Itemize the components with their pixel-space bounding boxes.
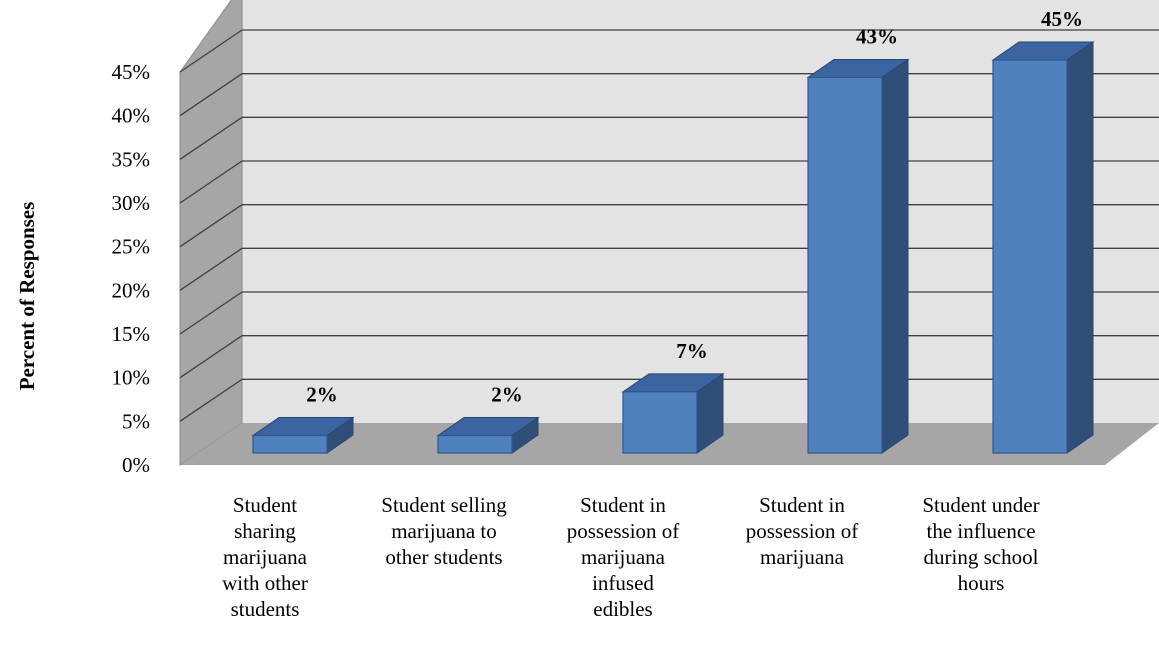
x-category-label-line: possession of	[566, 519, 680, 543]
gridline-side	[179, 291, 243, 335]
side-wall	[179, 0, 243, 466]
x-category-label-line: marijuana	[581, 545, 665, 569]
data-label: 2%	[306, 383, 338, 407]
x-category-label-line: marijuana to	[391, 519, 497, 543]
bar	[807, 76, 883, 454]
x-category-label: Student under the influence during school h…	[896, 492, 1066, 596]
y-tick-label: 40%	[112, 104, 151, 128]
x-category-label-line: infused	[592, 571, 654, 595]
y-tick-label: 20%	[112, 278, 151, 302]
data-label: 7%	[676, 339, 708, 363]
gridline-side	[179, 116, 243, 160]
x-category-label-line: other students	[385, 545, 503, 569]
y-tick-label: 10%	[112, 366, 151, 390]
bar	[252, 434, 328, 454]
back-wall	[242, 0, 1159, 423]
x-category-label-line: Student in	[759, 493, 845, 517]
y-axis-label: Percent of Responses	[15, 202, 39, 391]
y-tick-label: 0%	[122, 453, 150, 477]
x-category-label-line: hours	[957, 571, 1005, 595]
gridline-side	[179, 204, 243, 248]
x-category-label-line: Student in	[580, 493, 666, 517]
x-category-label-line: Student under	[922, 493, 1040, 517]
x-category-label: Student selling marijuana to other student…	[359, 492, 529, 570]
bar	[437, 434, 513, 454]
x-category-label-line: possession of	[745, 519, 859, 543]
x-category-label-line: Student selling	[381, 493, 507, 517]
x-category-label-line: students	[230, 597, 300, 621]
x-category-label-line: the influence	[926, 519, 1036, 543]
x-category-label-line: with other	[222, 571, 308, 595]
y-tick-label: 25%	[112, 235, 151, 259]
x-category-label: Student sharing marijuana with other student…	[180, 492, 350, 622]
gridline-side	[179, 73, 243, 117]
y-tick-label: 15%	[112, 322, 151, 346]
gridline-side	[179, 335, 243, 379]
gridline-side	[179, 378, 243, 422]
x-category-label-line: Student	[232, 493, 298, 517]
bar-side	[1066, 41, 1094, 454]
y-tick-label: 5%	[122, 409, 150, 433]
x-category-label-line: during school	[923, 545, 1039, 569]
bar-side	[881, 58, 909, 454]
x-category-label-line: marijuana	[760, 545, 844, 569]
x-category-label-line: edibles	[593, 597, 653, 621]
gridline-side	[179, 29, 243, 73]
y-tick-label: 45%	[112, 60, 151, 84]
gridline-side	[179, 247, 243, 291]
bar	[992, 59, 1068, 454]
y-tick-label: 35%	[112, 147, 151, 171]
gridline-side	[179, 160, 243, 204]
x-category-label-line: marijuana	[223, 545, 307, 569]
y-tick-label: 30%	[112, 191, 151, 215]
data-label: 2%	[491, 383, 523, 407]
x-category-label: Student in possession of marijuana infused e…	[538, 492, 708, 622]
data-label: 45%	[1041, 7, 1083, 31]
x-category-label: Student in possession of marijuana	[717, 492, 887, 570]
x-category-label-line: sharing	[234, 519, 296, 543]
data-label: 43%	[856, 24, 898, 48]
bar	[622, 391, 698, 454]
